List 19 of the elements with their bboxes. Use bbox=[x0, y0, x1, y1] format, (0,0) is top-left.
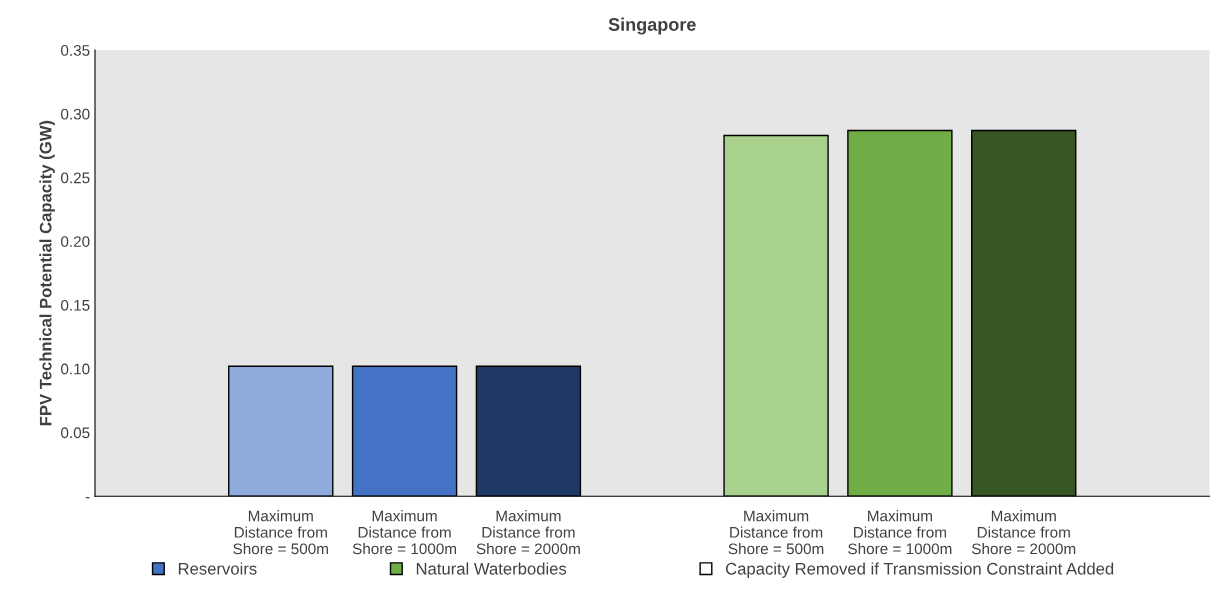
legend-label: Natural Waterbodies bbox=[416, 562, 567, 575]
y-tick-label: 0.35 bbox=[61, 45, 90, 56]
chart-title: Singapore bbox=[608, 17, 696, 35]
x-tick-label: Maximum Distance from Shore = 2000m bbox=[971, 510, 1076, 555]
y-axis-title: FPV Technical Potential Capacity (GW) bbox=[39, 120, 55, 426]
y-tick-label: 0.05 bbox=[61, 427, 90, 439]
y-tick-label: 0.10 bbox=[61, 363, 90, 375]
y-tick-label: 0.25 bbox=[61, 172, 90, 184]
x-tick-label: Maximum Distance from Shore = 500m bbox=[728, 510, 824, 555]
legend-label: Capacity Removed if Transmission Constraint Added bbox=[725, 562, 1114, 578]
y-tick-label: - bbox=[85, 497, 90, 499]
x-tick-label: Maximum Distance from Shore = 1000m bbox=[848, 510, 952, 555]
y-tick-label: 0.20 bbox=[61, 236, 90, 247]
legend-label: Reservoirs bbox=[178, 562, 257, 575]
x-tick-label: Maximum Distance from Shore = 1000m bbox=[352, 510, 457, 555]
y-tick-label: 0.15 bbox=[61, 299, 90, 311]
x-tick-label: Maximum Distance from Shore = 2000m bbox=[476, 510, 580, 555]
x-tick-label: Maximum Distance from Shore = 500m bbox=[233, 510, 328, 555]
y-tick-label: 0.30 bbox=[61, 108, 90, 120]
